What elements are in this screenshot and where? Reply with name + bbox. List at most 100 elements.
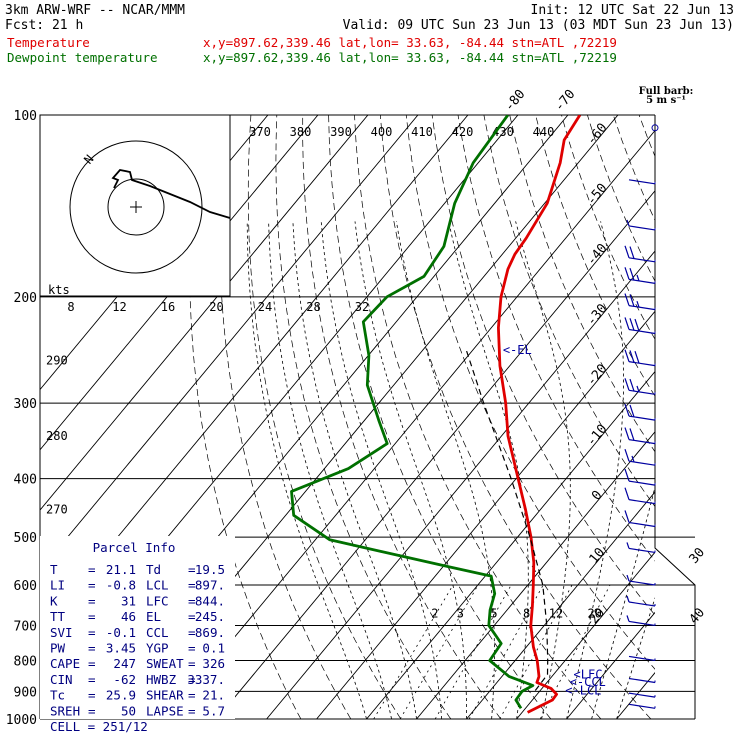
wind-barb-staff <box>628 361 656 367</box>
isotherm-label: -70 <box>552 87 579 115</box>
moist-adiabat <box>268 221 392 719</box>
dry-adiabat <box>587 115 655 282</box>
parcel-field-label: PW <box>50 641 66 656</box>
wind-barb-feather <box>636 301 640 308</box>
mixing-ratio-label: 12 <box>549 606 563 620</box>
isotherm-line <box>366 370 655 719</box>
dry-adiabat <box>275 115 452 719</box>
pressure-tick-label: 800 <box>14 654 37 669</box>
dry-adiabat <box>561 115 655 340</box>
parcel-box-bg <box>40 536 235 719</box>
series-line <box>290 115 535 710</box>
hodograph-units: kts <box>48 283 70 297</box>
isotherm-line <box>416 431 655 719</box>
parcel-field-value: 21.1 <box>106 562 136 577</box>
mixing-ratio-label: 2 <box>431 606 438 620</box>
wind-barb-staff <box>628 480 656 486</box>
wind-barb <box>624 317 656 335</box>
parcel-equals: = <box>88 641 96 656</box>
parcel-field-value: 19.5 <box>195 562 225 577</box>
isotherm-label: -80 <box>502 87 529 115</box>
parcel-equals: = <box>188 625 196 640</box>
hodograph-scale-label: 12 <box>112 300 126 314</box>
mixing-ratio-line <box>468 584 544 719</box>
parcel-equals: = <box>188 656 196 671</box>
mixing-ratio-line <box>399 584 479 719</box>
parcel-field-label: CAPE <box>50 656 80 671</box>
wind-barb-feather <box>629 350 635 363</box>
parcel-equals: = <box>88 656 96 671</box>
wind-barb-feather <box>629 267 635 281</box>
wind-barb-feather <box>624 487 630 500</box>
wind-barbs <box>624 124 659 709</box>
parcel-equals: = <box>188 609 196 624</box>
isotherm-line <box>516 551 655 719</box>
barb-legend-title: Full barb: <box>639 86 694 97</box>
isotherm-label: -60 <box>584 121 611 149</box>
pressure-tick-label: 500 <box>14 531 37 546</box>
wind-barb <box>628 179 656 185</box>
pressure-tick-label: 600 <box>14 579 37 594</box>
isotherm-line <box>40 115 369 511</box>
theta-e-label: 370 <box>249 125 271 139</box>
parcel-field-value: 5.7 <box>202 703 225 718</box>
wind-barb <box>624 468 656 486</box>
parcel-equals: = <box>188 641 196 656</box>
wind-barb-feather <box>626 615 630 622</box>
parcel-field-label: LI <box>50 578 65 593</box>
parcel-field-label: LAPSE <box>146 703 184 718</box>
dry-adiabat <box>328 115 552 719</box>
parcel-field-value: -0.1 <box>106 625 136 640</box>
parcel-equals: = <box>188 672 196 687</box>
parcel-equals: = <box>88 562 96 577</box>
hodograph-scale-label: 16 <box>161 300 175 314</box>
wind-barb-feather <box>624 427 630 440</box>
profile-series <box>290 115 582 714</box>
parcel-field-label: Td <box>146 562 161 577</box>
isotherm-line <box>466 491 655 719</box>
parcel-equals: = <box>88 609 96 624</box>
isotherm-label: 40 <box>687 605 709 627</box>
isotherm-line <box>216 190 655 719</box>
dry-adiabat <box>665 115 740 719</box>
isotherm-label: 30 <box>687 545 709 567</box>
wind-barb-staff <box>628 179 656 185</box>
wind-barb <box>628 703 656 709</box>
dry-adiabat <box>483 115 655 508</box>
isotherm-label: -10 <box>584 422 611 450</box>
wind-barb-feather <box>624 317 630 330</box>
level-annotation: <-CCL <box>570 675 606 689</box>
wind-barb-feather <box>624 245 630 258</box>
moist-adiabat <box>566 221 624 719</box>
dry-adiabat <box>638 115 655 158</box>
parcel-field-value: 31 <box>121 593 136 608</box>
pressure-tick-label: 700 <box>14 619 37 634</box>
valid-time: Valid: 09 UTC Sun 23 Jun 13 (03 MDT Sun … <box>343 18 734 33</box>
wind-barb-staff <box>628 225 656 231</box>
mixing-ratio-line <box>499 584 573 719</box>
parcel-field-label: LFC <box>146 593 169 608</box>
parcel-field-value: 869. <box>195 625 225 640</box>
series-line <box>465 349 549 691</box>
wind-barb-staff <box>628 415 656 421</box>
parcel-field-label: T <box>50 562 58 577</box>
wind-barb-feather <box>636 385 640 393</box>
parcel-equals: = <box>88 688 96 703</box>
model-title: 3km ARW-WRF -- NCAR/MMM <box>5 3 185 18</box>
hodograph-ring <box>107 178 165 236</box>
wind-barb-staff <box>628 278 656 284</box>
dry-adiabat <box>379 115 652 719</box>
wind-barb <box>624 448 656 466</box>
moist-adiabat <box>515 221 571 719</box>
parcel-equals: = <box>188 593 196 608</box>
theta-e-label: 420 <box>452 125 474 139</box>
pressure-tick-label: 200 <box>14 291 37 306</box>
wind-barb-feather <box>624 378 630 391</box>
pressure-tick-label: 1000 <box>6 713 37 728</box>
level-annotation: <LFC <box>574 668 603 682</box>
wind-barb-feather <box>626 219 630 227</box>
dry-adiabat <box>535 115 655 397</box>
mixing-ratio-label: 20 <box>587 606 601 620</box>
parcel-field-label: CCL <box>146 625 169 640</box>
moist-adiabat <box>396 221 495 719</box>
